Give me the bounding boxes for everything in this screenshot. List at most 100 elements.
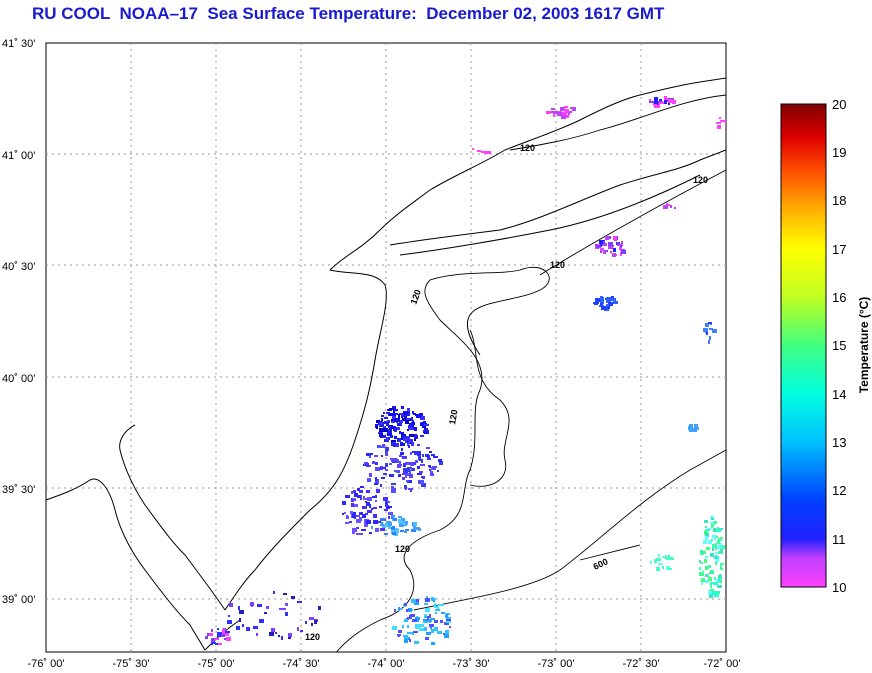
sst-pixel: [705, 526, 707, 528]
sst-pixel: [297, 601, 302, 603]
sst-pixel: [710, 570, 714, 573]
sst-pixel: [395, 443, 399, 447]
sst-pixel: [398, 630, 402, 633]
sst-pixel: [377, 479, 379, 482]
sst-pixel: [561, 115, 566, 119]
sst-pixel: [421, 459, 423, 463]
sst-pixel: [595, 302, 599, 304]
sst-pixel: [408, 488, 413, 490]
sst-pixel: [434, 620, 438, 623]
sst-pixel: [353, 490, 356, 493]
sst-pixel: [380, 524, 384, 526]
sst-pixel: [434, 606, 437, 608]
sst-pixel: [211, 642, 216, 644]
sst-pixel: [551, 111, 554, 113]
sst-pixel: [367, 497, 372, 501]
sst-pixel: [611, 298, 616, 301]
sst-pixel: [405, 488, 407, 490]
sst-pixel: [553, 111, 557, 114]
sst-pixel: [699, 572, 704, 576]
sst-pixel: [217, 633, 222, 637]
sst-pixel: [275, 632, 277, 634]
sst-pixel: [711, 539, 713, 541]
sst-pixel: [611, 296, 614, 299]
sst-pixel: [362, 514, 366, 518]
lon-label: -75˚ 00': [198, 658, 235, 670]
sst-pixel: [701, 551, 704, 553]
sst-pixel: [398, 607, 400, 611]
colorbar-tick-label: 20: [832, 97, 846, 112]
sst-pixel: [385, 448, 388, 452]
sst-pixel: [420, 423, 423, 426]
sst-pixel: [553, 114, 555, 117]
sst-pixel: [394, 436, 397, 439]
sst-pixel: [380, 433, 382, 437]
sst-pixel: [367, 478, 371, 482]
sst-pixel: [605, 236, 609, 240]
sst-pixel: [421, 483, 426, 487]
sst-pixel: [386, 501, 390, 503]
sst-pixel: [426, 632, 431, 635]
sst-pixel: [246, 627, 250, 631]
sst-pixel: [281, 636, 283, 640]
contour-label: 120: [520, 143, 535, 153]
sst-pixel: [606, 250, 608, 252]
sst-pixel: [415, 625, 420, 629]
sst-pixel: [369, 473, 372, 477]
sst-pixel: [671, 557, 673, 559]
sst-pixel: [444, 622, 449, 625]
sst-pixel: [257, 604, 262, 607]
sst-pixel: [291, 596, 295, 599]
sst-pixel: [406, 609, 409, 612]
sst-pixel: [381, 435, 386, 438]
sst-pixel: [414, 601, 419, 605]
sst-pixel: [384, 533, 388, 535]
sst-pixel: [352, 514, 354, 518]
sst-pixel: [431, 618, 435, 620]
sst-pixel: [398, 474, 401, 477]
sst-pixel: [393, 443, 395, 447]
sst-pixel: [608, 245, 613, 249]
sst-pixel: [705, 529, 710, 531]
sst-pixel: [441, 612, 445, 614]
sst-pixel: [376, 426, 378, 429]
sst-pixel: [371, 508, 373, 510]
sst-pixel: [350, 511, 353, 514]
sst-pixel: [305, 621, 307, 624]
sst-pixel: [389, 474, 394, 477]
sst-pixel: [716, 529, 719, 531]
sst-pixel: [572, 107, 576, 111]
sst-pixel: [415, 460, 418, 463]
sst-pixel: [357, 488, 360, 491]
contour-labels: 120 120 120 120 120 120 120 600: [305, 143, 708, 642]
sst-pixel: [708, 340, 710, 344]
sst-pixel: [600, 303, 603, 306]
sst-pixel: [373, 520, 378, 524]
sst-pixel: [374, 483, 378, 485]
sst-pixel: [570, 107, 572, 109]
sst-pixel: [424, 428, 428, 432]
colorbar-tick-label: 12: [832, 483, 846, 498]
sst-pixel: [398, 634, 400, 637]
sst-pixel: [365, 513, 368, 515]
sst-pixel: [431, 454, 435, 456]
sst-pixel: [226, 633, 229, 636]
sst-pixel: [404, 619, 408, 622]
sst-pixel: [426, 596, 428, 598]
sst-pixel: [381, 455, 383, 457]
sst-pixel: [399, 438, 401, 442]
sst-pixel: [388, 516, 390, 519]
sst-pixel: [596, 245, 601, 248]
sst-pixel: [668, 555, 670, 559]
sst-pixel: [557, 112, 561, 116]
sst-pixel: [399, 523, 404, 527]
sst-pixel: [393, 516, 395, 518]
sst-pixel: [208, 633, 213, 636]
sst-pixel: [390, 458, 395, 460]
sst-pixel: [690, 425, 693, 427]
sst-pixel: [383, 497, 388, 501]
sst-pixel: [710, 516, 714, 518]
sst-pixel: [704, 559, 707, 563]
sst-pixel: [351, 491, 353, 494]
sst-pixel: [612, 253, 616, 257]
